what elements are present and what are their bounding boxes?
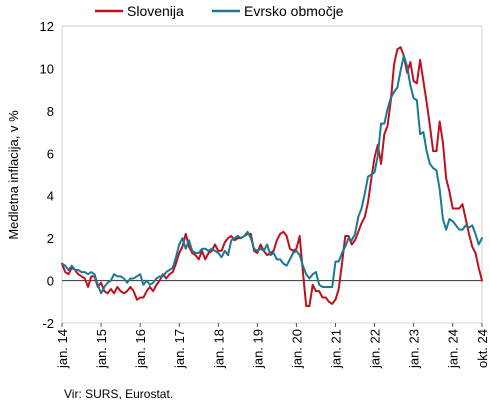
x-tick-label: jan. 19 — [250, 329, 265, 369]
x-tick-label: jan. 15 — [94, 329, 109, 369]
series-line-slovenija — [61, 46, 483, 308]
x-tick-label: jan. 17 — [172, 329, 187, 369]
x-tick-label: jan. 23 — [407, 329, 422, 369]
legend-label-evrsko-obmocje: Evrsko območje — [244, 3, 344, 19]
plot-area — [61, 25, 483, 324]
series-lines — [61, 46, 483, 308]
y-axis-title: Medletna inflacija, v % — [6, 110, 21, 240]
y-tick-label: 10 — [40, 61, 54, 76]
x-tick-label: jan. 24 — [446, 329, 461, 369]
x-tick-label: jan. 20 — [289, 329, 304, 369]
y-axis: -2 0 2 4 6 8 10 12 — [40, 19, 54, 331]
y-tick-label: 2 — [47, 231, 54, 246]
x-tick-label: jan. 22 — [368, 329, 383, 369]
x-tick-label: jan. 18 — [211, 329, 226, 369]
series-line-evrsko-obmocje — [61, 54, 483, 295]
y-tick-label: 12 — [40, 19, 54, 34]
x-tick-label: jan. 16 — [133, 329, 148, 369]
y-tick-label: 4 — [47, 189, 54, 204]
y-tick-label: 8 — [47, 104, 54, 119]
y-tick-label: -2 — [42, 316, 54, 331]
legend-label-slovenija: Slovenija — [127, 3, 184, 19]
legend: Slovenija Evrsko območje — [95, 3, 344, 19]
y-tick-label: 0 — [47, 274, 54, 289]
x-tick-label: jan. 14 — [55, 329, 70, 369]
source-note: Vir: SURS, Eurostat. — [64, 387, 173, 401]
x-tick-label: jan. 21 — [328, 329, 343, 369]
x-axis: jan. 14 jan. 15 jan. 16 jan. 17 jan. 18 jan. … — [55, 323, 490, 369]
x-tick-label: okt. 24 — [475, 329, 490, 368]
y-tick-label: 6 — [47, 146, 54, 161]
